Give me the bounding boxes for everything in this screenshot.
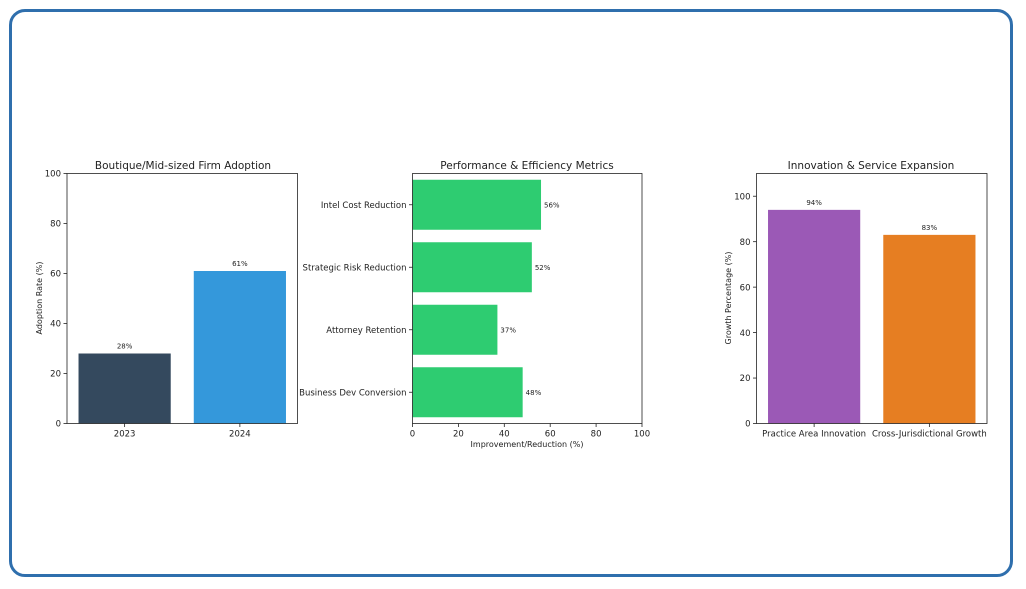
- chart2-xtick-label: 0: [410, 430, 415, 440]
- chart-innovation-expansion: Innovation & Service Expansion 0 20 40 60 80…: [724, 160, 988, 440]
- chart1-data-label: 28%: [117, 343, 133, 351]
- chart3-data-label: 83%: [922, 224, 938, 232]
- chart3-title: Innovation & Service Expansion: [788, 160, 955, 172]
- chart2-data-label: 56%: [544, 201, 560, 209]
- chart3-ytick-label: 100: [734, 192, 750, 202]
- chart3-data-label: 94%: [806, 199, 822, 207]
- chart2-data-label: 37%: [500, 326, 516, 334]
- chart1-bar: [193, 271, 286, 424]
- chart1-ytick-label: 100: [45, 170, 61, 180]
- chart1-ytick-label: 20: [50, 370, 61, 380]
- chart3-xtick-label: Cross-Jurisdictional Growth: [872, 430, 987, 440]
- chart2-ytick-label: Strategic Risk Reduction: [303, 263, 407, 273]
- chart1-xtick-label: 2024: [229, 430, 251, 440]
- chart3-xtick-label: Practice Area Innovation: [762, 430, 866, 440]
- chart1-ytick-label: 0: [56, 420, 61, 430]
- chart3-ytick-label: 60: [740, 283, 751, 293]
- chart2-xtick-label: 100: [634, 430, 650, 440]
- chart3-ytick-label: 80: [740, 238, 751, 248]
- chart2-xlabel: Improvement/Reduction (%): [471, 440, 584, 449]
- chart2-data-label: 52%: [535, 264, 551, 272]
- chart1-ylabel: Adoption Rate (%): [35, 262, 44, 335]
- chart-performance-metrics: Performance & Efficiency Metrics 0 20 40 60…: [299, 160, 650, 449]
- chart2-xtick-label: 60: [545, 430, 556, 440]
- chart1-ytick-label: 40: [50, 320, 61, 330]
- chart2-ytick-label: Business Dev Conversion: [299, 388, 406, 398]
- chart1-data-label: 61%: [232, 260, 248, 268]
- chart3-bar: [768, 209, 861, 424]
- chart1-xtick-label: 2023: [114, 430, 136, 440]
- chart1-axes-frame: [66, 173, 298, 424]
- chart2-ytick-label: Intel Cost Reduction: [321, 201, 407, 211]
- chart3-ytick-label: 40: [740, 329, 751, 339]
- chart2-title: Performance & Efficiency Metrics: [440, 160, 613, 172]
- chart2-ytick-label: Attorney Retention: [326, 326, 406, 336]
- chart2-axes-frame: [412, 173, 643, 424]
- chart2-bar: [412, 242, 532, 293]
- chart3-bar: [883, 234, 976, 424]
- chart1-ytick-label: 80: [50, 220, 61, 230]
- chart3-ylabel: Growth Percentage (%): [724, 252, 733, 345]
- chart2-bar: [412, 179, 542, 230]
- chart1-bar: [78, 353, 171, 424]
- chart2-xtick-label: 20: [453, 430, 464, 440]
- chart1-title: Boutique/Mid-sized Firm Adoption: [95, 160, 271, 172]
- chart2-xtick-label: 80: [591, 430, 602, 440]
- chart-firm-adoption: Boutique/Mid-sized Firm Adoption 0 20 40 60…: [35, 160, 298, 440]
- chart3-ytick-label: 20: [740, 374, 751, 384]
- chart2-data-label: 48%: [526, 389, 542, 397]
- chart3-axes-frame: [756, 173, 988, 424]
- chart2-xtick-label: 40: [499, 430, 510, 440]
- chart3-ytick-label: 0: [745, 420, 750, 430]
- chart2-bar: [412, 367, 523, 418]
- chart2-bar: [412, 304, 498, 355]
- chart1-ytick-label: 60: [50, 270, 61, 280]
